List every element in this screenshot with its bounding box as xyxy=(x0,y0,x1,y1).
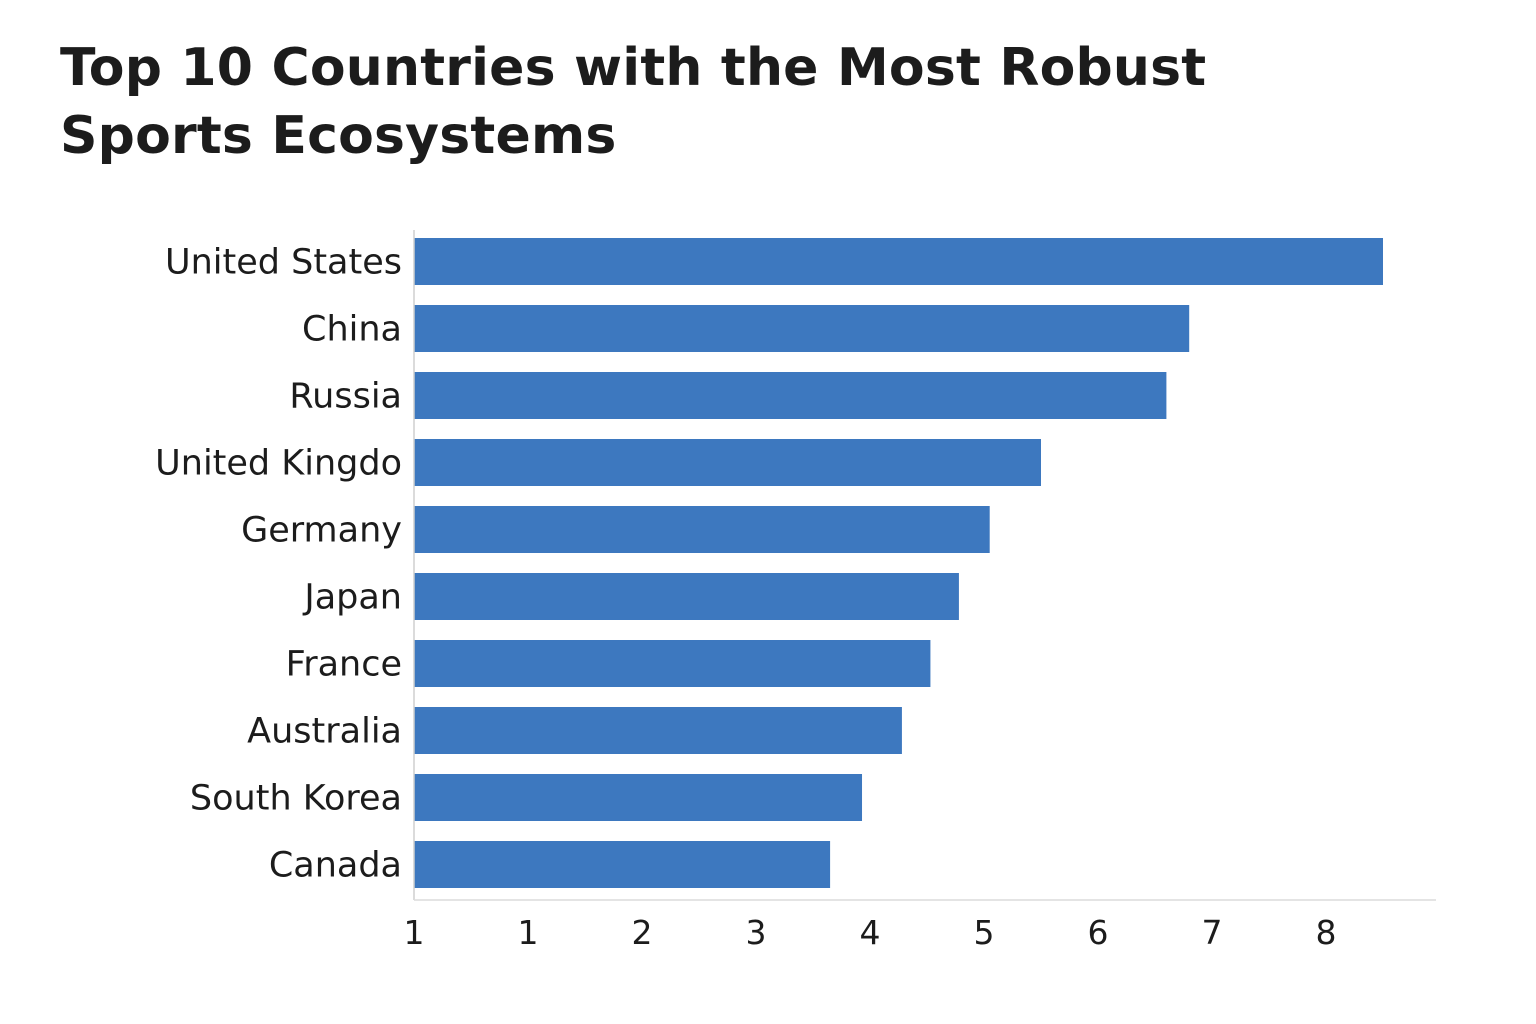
x-tick-label: 7 xyxy=(1202,913,1223,952)
category-label: South Korea xyxy=(190,779,402,819)
bar-germany xyxy=(414,506,990,553)
bar-united-kingdo xyxy=(414,439,1041,486)
category-label: United Kingdo xyxy=(155,444,402,484)
x-tick-label: 1 xyxy=(404,913,425,952)
category-label: China xyxy=(302,310,402,350)
x-tick-label: 5 xyxy=(974,913,995,952)
category-label: Australia xyxy=(247,712,402,752)
x-tick-labels: 1 1 2 3 4 5 6 7 8 10 xyxy=(404,913,1536,952)
x-tick-label: 3 xyxy=(746,913,767,952)
category-label: United States xyxy=(165,243,402,283)
bar-australia xyxy=(414,707,902,754)
category-labels: United States China Russia United Kingdo Ger… xyxy=(155,243,402,886)
bar-south-korea xyxy=(414,774,863,821)
x-tick-label: 4 xyxy=(860,913,881,952)
category-label: Canada xyxy=(269,846,402,886)
category-label: Germany xyxy=(241,511,402,551)
x-tick-label: 10 xyxy=(1533,913,1536,952)
bar-france xyxy=(414,640,931,687)
chart-title: Top 10 Countries with the Most Robust Sp… xyxy=(60,38,1207,166)
bar-japan xyxy=(414,573,959,620)
x-tick-label: 2 xyxy=(632,913,653,952)
bar-canada xyxy=(414,841,831,888)
x-tick-label: 8 xyxy=(1316,913,1337,952)
category-label: Russia xyxy=(289,377,402,417)
x-tick-label: 6 xyxy=(1088,913,1109,952)
bar-united-states xyxy=(414,238,1383,285)
bar-china xyxy=(414,305,1190,352)
x-tick-label: 1 xyxy=(518,913,539,952)
category-label: Japan xyxy=(302,578,402,618)
category-label: France xyxy=(286,645,402,685)
bar-russia xyxy=(414,372,1167,419)
bars-group xyxy=(414,238,1383,888)
